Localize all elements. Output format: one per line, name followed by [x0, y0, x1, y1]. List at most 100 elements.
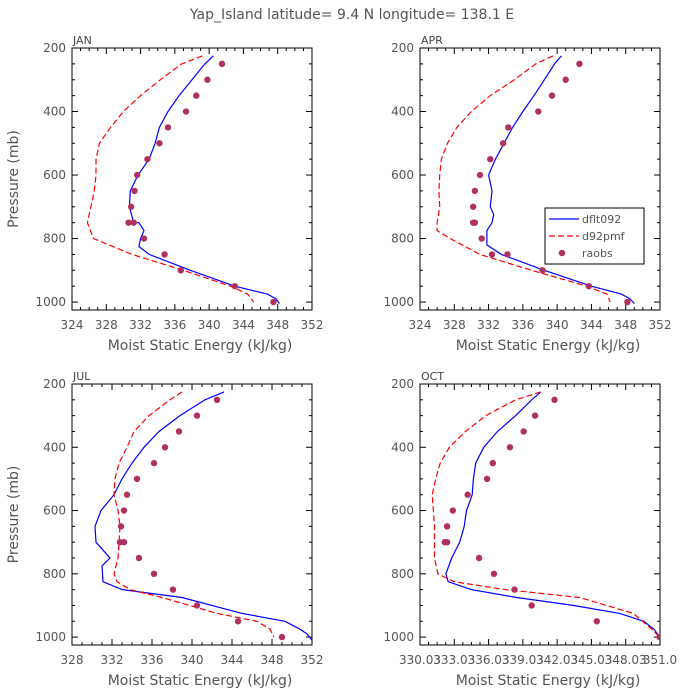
data-point-raobs	[270, 298, 277, 306]
data-point-raobs	[169, 586, 177, 593]
panel-title: JAN	[72, 34, 92, 47]
panel-title: JUL	[72, 370, 91, 383]
data-point-raobs	[144, 155, 151, 163]
x-tick-label: 348	[614, 318, 637, 332]
data-point-raobs	[539, 267, 546, 274]
x-tick-label: 340	[198, 318, 221, 332]
data-point-raobs	[125, 219, 132, 226]
series-line-d92pmf	[86, 55, 255, 303]
series-group	[431, 391, 660, 641]
x-tick-label: 332	[477, 318, 500, 332]
y-tick-label: 1000	[383, 630, 414, 644]
x-tick-label: 324	[61, 318, 84, 332]
legend-marker-raobs	[558, 249, 566, 257]
data-point-raobs	[140, 235, 148, 242]
x-axis-label: Moist Static Energy (kJ/kg)	[108, 673, 293, 689]
legend: dflt092 d92pmf raobs	[544, 207, 645, 265]
data-point-raobs	[504, 251, 511, 258]
data-point-raobs	[161, 251, 168, 258]
x-tick-label: 348	[261, 653, 284, 667]
data-point-raobs	[488, 251, 496, 258]
panel-jan: JAN 324 328 332 336 340 344 348 352 200 400 600 800 1…	[6, 34, 323, 354]
x-tick-label: 345.03	[570, 653, 612, 667]
x-tick-label: 342.03	[536, 653, 578, 667]
data-point-raobs	[548, 92, 556, 99]
data-point-raobs	[656, 633, 660, 641]
data-point-raobs	[177, 267, 185, 274]
data-point-raobs	[120, 538, 128, 546]
x-tick-label: 328	[95, 318, 118, 332]
data-point-raobs	[135, 554, 143, 562]
x-tick-label: 348	[266, 318, 289, 332]
data-point-raobs	[535, 108, 542, 115]
data-point-raobs	[204, 76, 211, 83]
x-tick-label: 344	[232, 318, 255, 332]
data-point-raobs	[150, 570, 158, 578]
data-point-raobs	[576, 60, 583, 68]
data-point-raobs	[443, 538, 451, 546]
y-tick-label: 200	[43, 377, 66, 391]
x-axis-label: Moist Static Energy (kJ/kg)	[108, 338, 293, 354]
data-point-raobs	[499, 140, 507, 147]
chart-panels: JAN 324 328 332 336 340 344 348 352 200 400 600 800 1…	[6, 34, 677, 689]
data-point-raobs	[487, 155, 494, 163]
data-point-raobs	[489, 459, 496, 467]
x-tick-label: 333.03	[433, 653, 475, 667]
y-tick-label: 800	[43, 567, 66, 581]
x-tick-label: 344	[580, 318, 603, 332]
y-tick-label: 800	[391, 567, 414, 581]
x-tick-label: 352	[301, 318, 324, 332]
data-point-raobs	[161, 444, 169, 451]
y-tick-label: 400	[43, 105, 66, 119]
panel-oct: OCT330.03333.03336.03339.03342.03345.033…	[383, 370, 677, 689]
x-tick-label: 340	[546, 318, 569, 332]
x-tick-label: 351.0	[643, 653, 677, 667]
data-point-raobs	[278, 633, 286, 641]
series-group	[436, 55, 635, 306]
data-point-raobs	[164, 124, 172, 131]
data-point-raobs	[150, 459, 158, 467]
y-tick-label: 400	[391, 105, 414, 119]
data-point-raobs	[585, 282, 593, 290]
panel-jul: JUL 328 332 336 340 344 348 352 200 400 600 800 1000…	[6, 370, 323, 689]
y-tick-label: 200	[43, 41, 66, 55]
x-tick-label: 336	[141, 653, 164, 667]
data-point-raobs	[193, 92, 200, 99]
data-point-raobs	[624, 298, 631, 306]
data-point-raobs	[478, 235, 485, 242]
x-tick-label: 336.03	[468, 653, 510, 667]
data-point-raobs	[520, 428, 527, 435]
y-tick-label: 200	[391, 377, 414, 391]
data-point-raobs	[476, 171, 484, 179]
y-axis-label: Pressure (mb)	[6, 130, 22, 228]
x-tick-label: 352	[649, 318, 672, 332]
data-point-raobs	[123, 491, 131, 498]
y-tick-label: 600	[43, 504, 66, 518]
series-line-dflt092	[445, 391, 660, 638]
y-tick-label: 400	[43, 440, 66, 454]
data-point-raobs	[490, 570, 498, 578]
x-tick-label: 348.03	[605, 653, 647, 667]
series-line-d92pmf	[436, 55, 611, 303]
y-tick-label: 1000	[383, 295, 414, 309]
data-point-raobs	[156, 140, 163, 147]
data-point-raobs	[127, 203, 135, 210]
data-point-raobs	[505, 124, 512, 131]
x-tick-label: 328	[443, 318, 466, 332]
panel-apr: APR 324 328 332 336 340 344 348 352 200 400 600 800 1…	[383, 34, 671, 354]
panel-title: APR	[421, 34, 443, 47]
series-line-dflt092	[486, 55, 635, 305]
panel-title: OCT	[421, 370, 444, 383]
y-axis-label: Pressure (mb)	[6, 466, 22, 564]
data-point-raobs	[213, 396, 221, 404]
data-point-raobs	[449, 507, 456, 514]
x-tick-label: 332	[129, 318, 152, 332]
series-line-d92pmf	[113, 391, 275, 638]
x-tick-label: 344	[221, 653, 244, 667]
data-point-raobs	[469, 219, 477, 226]
legend-label: raobs	[582, 247, 613, 260]
x-tick-label: 352	[301, 653, 324, 667]
series-group	[86, 55, 280, 306]
data-point-raobs	[131, 187, 138, 195]
